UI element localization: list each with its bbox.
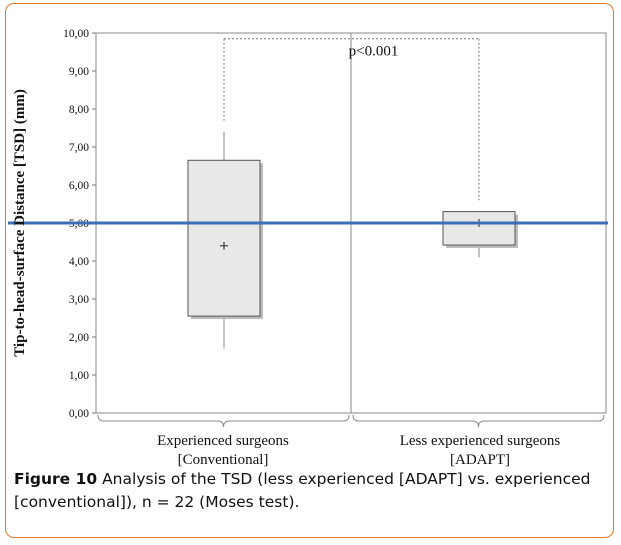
- y-tick-label: 8,00: [69, 104, 89, 116]
- category-label-2-line-2: [ADAPT]: [450, 452, 510, 468]
- y-tick-label: 7,00: [69, 142, 89, 154]
- category-label-2-line-1: Less experienced surgeons: [400, 433, 561, 449]
- y-tick-label: 2,00: [69, 332, 89, 344]
- labels: Tip-to-head-surface Distance [TSD] (mm) p…: [12, 44, 560, 468]
- y-axis-title: Tip-to-head-surface Distance [TSD] (mm): [12, 89, 28, 357]
- y-tick-label: 0,00: [69, 408, 89, 420]
- y-tick-label: 6,00: [69, 180, 89, 192]
- y-tick-label: 4,00: [69, 256, 89, 268]
- box-2: [442, 38, 518, 258]
- boxes: [187, 38, 518, 349]
- figure-frame: [5, 3, 614, 538]
- figure-caption: Figure 10 Analysis of the TSD (less expe…: [14, 468, 604, 514]
- y-tick-label: 1,00: [69, 370, 89, 382]
- category-brace-left: [97, 414, 350, 428]
- p-value-annotation: p<0.001: [349, 44, 399, 60]
- box-body: [187, 159, 261, 317]
- caption-label: Figure 10: [14, 470, 98, 488]
- y-tick-label: 3,00: [69, 294, 89, 306]
- box-1: [187, 38, 263, 349]
- axes: [95, 32, 607, 428]
- category-brace-right: [352, 414, 605, 428]
- box-plot-chart: 0,001,002,003,004,005,006,007,008,009,00…: [8, 28, 608, 468]
- category-label-1-line-2: [Conventional]: [178, 452, 269, 468]
- y-tick-label: 10,00: [63, 28, 89, 40]
- y-axis-ticks: 0,001,002,003,004,005,006,007,008,009,00…: [63, 28, 96, 420]
- box-body: [442, 211, 516, 246]
- category-label-1-line-1: Experienced surgeons: [157, 433, 289, 449]
- caption-text: Analysis of the TSD (less experienced [A…: [14, 470, 591, 511]
- y-tick-label: 9,00: [69, 66, 89, 78]
